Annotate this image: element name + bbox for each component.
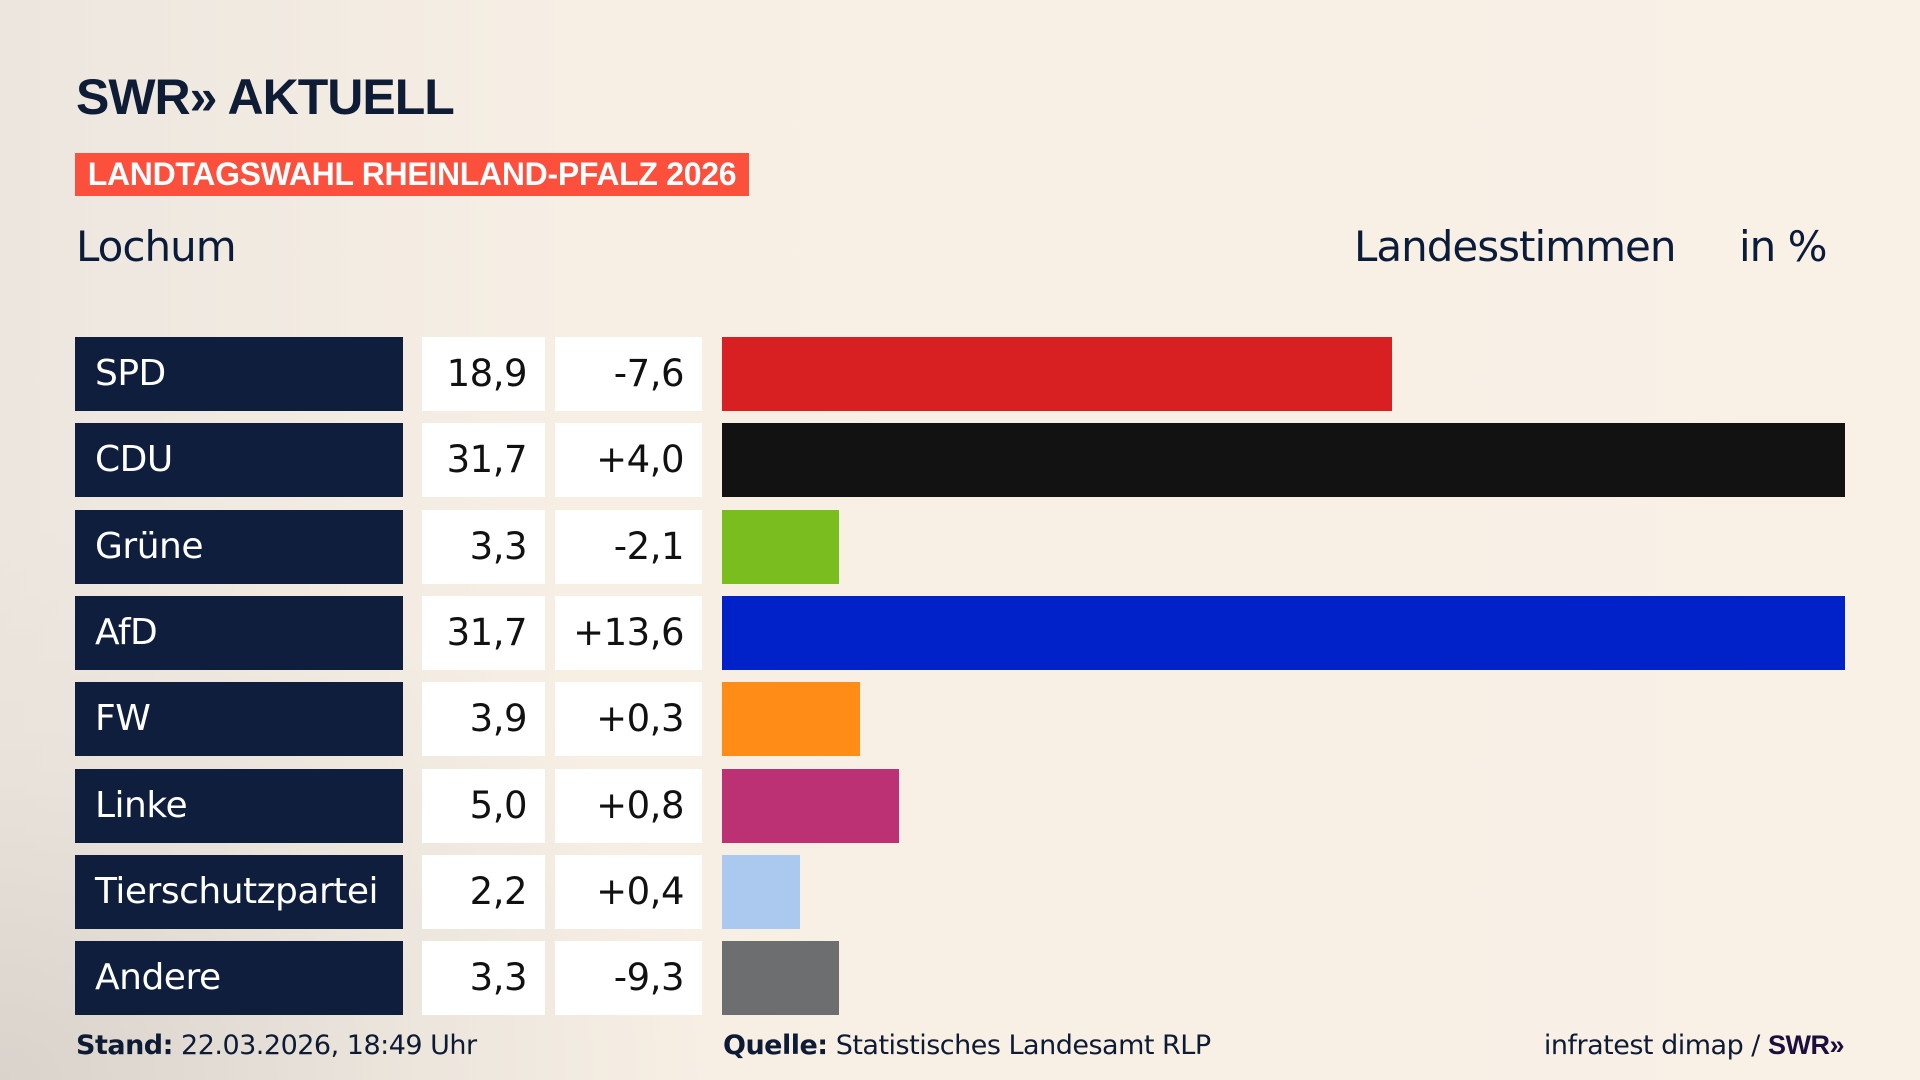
diff-label: +4,0 [555, 423, 702, 498]
party-name: Andere [75, 941, 403, 1016]
bar-cdu [722, 423, 1845, 498]
value-label: 5,0 [422, 768, 545, 843]
bar-spd [722, 337, 1392, 411]
bar-fw [722, 682, 861, 757]
bar-afd [722, 595, 1845, 670]
bar-tierschutzpartei [722, 854, 800, 929]
credit: infratest dimap / SWR» [1543, 1030, 1845, 1061]
party-name: Tierschutzpartei [75, 854, 403, 929]
credit-text: infratest dimap / [1543, 1030, 1768, 1061]
party-name: CDU [75, 423, 403, 498]
region-title: Lochum [76, 222, 237, 271]
party-name: FW [75, 682, 403, 757]
bar-grüne [722, 509, 839, 584]
diff-label: -9,3 [555, 941, 702, 1016]
value-label: 18,9 [422, 337, 545, 411]
source-label: Quelle: [723, 1030, 828, 1061]
party-name: SPD [75, 337, 403, 411]
diff-label: +0,8 [555, 768, 702, 843]
election-banner: LANDTAGSWAHL RHEINLAND-PFALZ 2026 [75, 153, 749, 196]
value-label: 3,3 [422, 941, 545, 1016]
bar-andere [722, 941, 839, 1016]
value-label: 3,9 [422, 682, 545, 757]
diff-label: -7,6 [555, 337, 702, 411]
bar-linke [722, 768, 900, 843]
vote-type-label: Landesstimmen [1354, 222, 1676, 271]
party-name: AfD [75, 595, 403, 670]
swr-aktuell-logo: SWR» AKTUELL [76, 69, 455, 125]
diff-label: +0,4 [555, 854, 702, 929]
value-label: 31,7 [422, 423, 545, 498]
source: Quelle: Statistisches Landesamt RLP [723, 1030, 1211, 1061]
diff-label: +13,6 [555, 595, 702, 670]
diff-label: -2,1 [555, 509, 702, 584]
party-name: Linke [75, 768, 403, 843]
timestamp: Stand: 22.03.2026, 18:49 Uhr [76, 1030, 477, 1061]
swr-logo: SWR» [1767, 1030, 1845, 1060]
value-label: 3,3 [422, 509, 545, 584]
stand-value: 22.03.2026, 18:49 Uhr [181, 1030, 477, 1061]
party-name: Grüne [75, 509, 403, 584]
source-value: Statistisches Landesamt RLP [835, 1030, 1211, 1061]
value-label: 2,2 [422, 854, 545, 929]
diff-label: +0,3 [555, 682, 702, 757]
value-label: 31,7 [422, 595, 545, 670]
stand-label: Stand: [76, 1030, 173, 1061]
unit-label: in % [1739, 222, 1828, 271]
